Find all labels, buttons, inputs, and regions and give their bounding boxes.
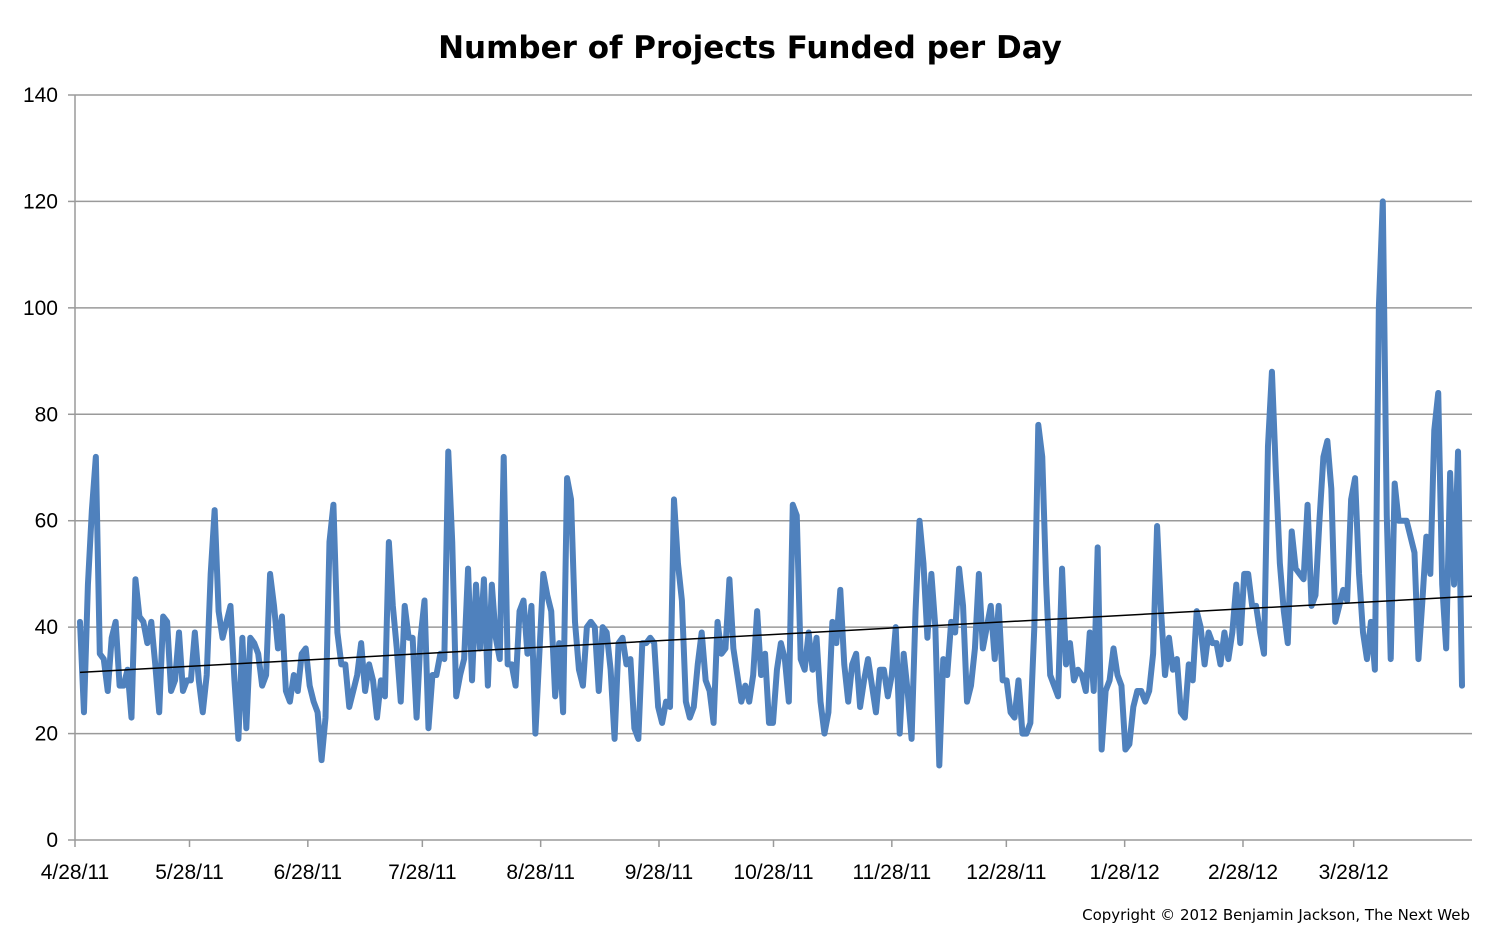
y-tick-label: 140 — [23, 84, 58, 107]
x-axis-ticks: 4/28/11 5/28/11 6/28/11 7/28/11 8/28/11 9/28/… — [41, 840, 1389, 884]
x-tick-label: 8/28/11 — [506, 861, 575, 884]
y-tick-label: 20 — [35, 723, 58, 746]
y-tick-label: 60 — [35, 510, 58, 533]
x-tick-label: 11/28/11 — [853, 861, 932, 884]
x-tick-label: 9/28/11 — [625, 861, 694, 884]
x-tick-label: 7/28/11 — [388, 861, 457, 884]
x-tick-label: 1/28/12 — [1090, 861, 1160, 884]
series-layer — [77, 198, 1473, 769]
x-tick-label: 6/28/11 — [274, 861, 343, 884]
x-tick-label: 5/28/11 — [155, 861, 224, 884]
copyright-note: Copyright © 2012 Benjamin Jackson, The N… — [1082, 906, 1470, 924]
grid-lines — [75, 94, 1472, 735]
x-tick-label: 12/28/11 — [966, 861, 1046, 884]
chart-title: Number of Projects Funded per Day — [438, 30, 1062, 66]
trendline — [79, 595, 1473, 674]
y-tick-label: 40 — [35, 616, 58, 639]
x-tick-label: 10/28/11 — [733, 861, 813, 884]
x-tick-label: 3/28/12 — [1319, 861, 1389, 884]
y-tick-label: 80 — [35, 403, 58, 426]
x-tick-label: 2/28/12 — [1208, 861, 1278, 884]
y-axis-ticks: 0 20 40 60 80 100 120 140 — [23, 84, 75, 852]
y-tick-label: 0 — [46, 829, 58, 852]
x-tick-label: 4/28/11 — [41, 861, 110, 884]
series-line-projects-funded — [77, 198, 1465, 769]
y-tick-label: 100 — [23, 297, 58, 320]
y-tick-label: 120 — [23, 190, 58, 213]
